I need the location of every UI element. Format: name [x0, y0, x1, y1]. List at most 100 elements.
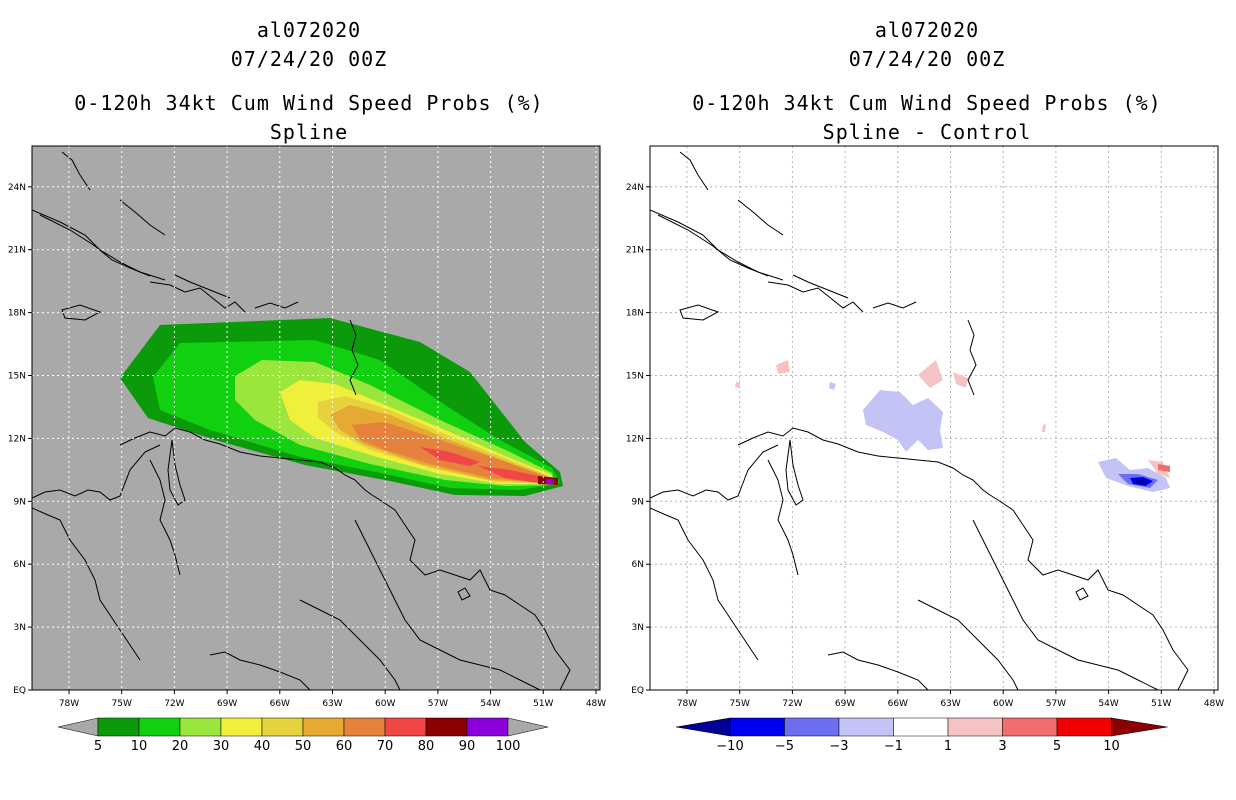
x-tick-label: 63W [322, 699, 342, 709]
y-tick-label: 9N [632, 497, 644, 507]
y-tick-label: EQ [13, 686, 26, 696]
y-tick-label: 24N [626, 183, 644, 193]
y-tick-label: 6N [632, 560, 644, 570]
y-tick-label: 18N [626, 309, 644, 319]
y-tick-label: 21N [8, 246, 26, 256]
colorbar-label: 10 [1103, 739, 1120, 754]
colorbar-label: 40 [254, 739, 271, 754]
x-tick-label: 72W [782, 699, 802, 709]
colorbar-swatch [1002, 717, 1058, 737]
colorbar-label: 30 [213, 739, 230, 754]
colorbar-label: 50 [295, 739, 312, 754]
x-tick-label: 51W [533, 699, 553, 709]
coastlines [650, 151, 1189, 690]
colorbar-swatch [425, 717, 468, 737]
y-tick-label: 12N [8, 434, 26, 444]
storm-id: al072020 [256, 18, 362, 42]
forecast-datetime: 07/24/20 00Z [230, 47, 388, 71]
colorbar-swatch [302, 717, 345, 737]
x-tick-label: 66W [888, 699, 908, 709]
right-panel: al072020 07/24/20 00Z 0-120h 34kt Cum Wi… [618, 0, 1236, 800]
colorbar-label: −10 [716, 739, 743, 754]
colorbar-label: 5 [94, 739, 102, 754]
colorbar: 5 10 20 30 40 50 60 70 80 90 100 [57, 717, 549, 754]
colorbar-swatch [97, 717, 140, 737]
panel-subtitle: Spline - Control [822, 120, 1032, 144]
colorbar-swatch [138, 717, 181, 737]
y-tick-label: EQ [631, 686, 644, 696]
x-tick-label: 51W [1151, 699, 1171, 709]
difference-contours [735, 360, 1170, 492]
colorbar-swatch [343, 717, 386, 737]
x-tick-label: 78W [59, 699, 79, 709]
colorbar-label: −1 [884, 739, 903, 754]
colorbar: −10 −5 −3 −1 1 3 5 10 [675, 717, 1168, 754]
x-tick-label: 72W [164, 699, 184, 709]
colorbar-label: 90 [459, 739, 476, 754]
x-tick-label: 69W [835, 699, 855, 709]
x-tick-label: 54W [1098, 699, 1118, 709]
colorbar-swatch [220, 717, 263, 737]
colorbar-label: −5 [775, 739, 794, 754]
x-tick-label: 57W [428, 699, 448, 709]
colorbar-label: 20 [172, 739, 189, 754]
graticule [32, 146, 600, 690]
product-title: 0-120h 34kt Cum Wind Speed Probs (%) [74, 91, 544, 115]
coastlines [32, 151, 571, 690]
colorbar-label: 5 [1053, 739, 1061, 754]
colorbar-swatch [947, 717, 1003, 737]
colorbar-swatch [261, 717, 304, 737]
colorbar-arrow-low [57, 717, 99, 737]
colorbar-swatch [384, 717, 427, 737]
storm-id: al072020 [874, 18, 980, 42]
colorbar-label: 60 [336, 739, 353, 754]
colorbar-swatch [179, 717, 222, 737]
colorbar-label: −3 [829, 739, 848, 754]
colorbar-swatch [838, 717, 894, 737]
y-tick-label: 6N [14, 560, 26, 570]
colorbar-arrow-high [1111, 717, 1168, 737]
x-tick-label: 66W [270, 699, 290, 709]
x-tick-label: 78W [677, 699, 697, 709]
panel-subtitle: Spline [269, 120, 349, 144]
colorbar-label: 1 [944, 739, 952, 754]
colorbar-swatch [729, 717, 785, 737]
product-title: 0-120h 34kt Cum Wind Speed Probs (%) [692, 91, 1162, 115]
y-tick-label: 3N [14, 623, 26, 633]
x-tick-label: 54W [480, 699, 500, 709]
y-tick-label: 18N [8, 309, 26, 319]
x-tick-label: 60W [375, 699, 395, 709]
colorbar-swatch [893, 717, 949, 737]
colorbar-label: 3 [998, 739, 1006, 754]
x-tick-label: 75W [112, 699, 132, 709]
axis-labels: 78W 75W 72W 69W 66W 63W 60W 57W 54W 51W 48W EQ 3N 6N 9… [626, 183, 1224, 709]
colorbar-arrow-low [675, 717, 731, 737]
colorbar-arrow-high [507, 717, 549, 737]
y-tick-label: 15N [8, 372, 26, 382]
colorbar-label: 100 [496, 739, 521, 754]
axis-labels: 78W 75W 72W 69W 66W 63W 60W 57W 54W 51W 48W EQ 3N 6N 9… [8, 183, 606, 709]
colorbar-label: 80 [418, 739, 435, 754]
x-tick-label: 60W [993, 699, 1013, 709]
colorbar-label: 10 [131, 739, 148, 754]
map-frame [649, 145, 1219, 691]
colorbar-swatch [784, 717, 840, 737]
y-tick-label: 15N [626, 372, 644, 382]
forecast-datetime: 07/24/20 00Z [848, 47, 1006, 71]
left-panel: al072020 07/24/20 00Z 0-120h 34kt Cum Wi… [8, 18, 606, 754]
colorbar-label: 70 [377, 739, 394, 754]
x-tick-label: 75W [730, 699, 750, 709]
x-tick-label: 48W [1204, 699, 1224, 709]
probability-contours [120, 318, 563, 496]
x-tick-label: 63W [940, 699, 960, 709]
y-tick-label: 12N [626, 434, 644, 444]
y-tick-label: 21N [626, 246, 644, 256]
y-tick-label: 3N [632, 623, 644, 633]
x-tick-label: 48W [586, 699, 606, 709]
map-spline-minus-control: 78W 75W 72W 69W 66W 63W 60W 57W 54W 51W 48W EQ 3N 6N 9… [626, 145, 1224, 754]
colorbar-swatch [466, 717, 509, 737]
colorbar-swatch [1056, 717, 1112, 737]
y-tick-label: 9N [14, 497, 26, 507]
x-tick-label: 69W [217, 699, 237, 709]
map-spline: 78W 75W 72W 69W 66W 63W 60W 57W 54W 51W 48W EQ 3N 6N 9… [8, 145, 606, 754]
